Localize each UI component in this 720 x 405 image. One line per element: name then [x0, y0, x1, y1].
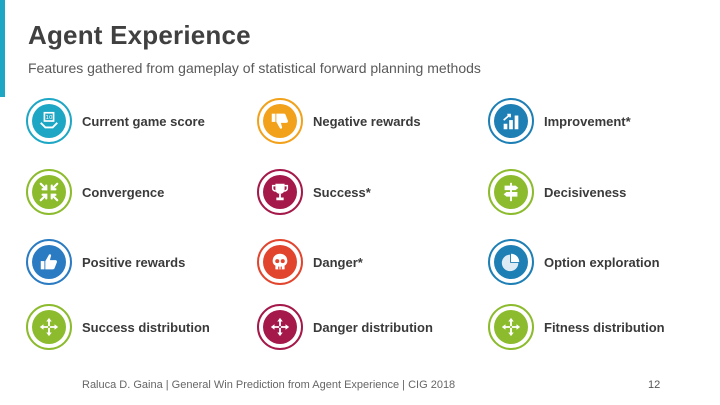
feature-label: Danger* [313, 254, 363, 270]
feature-label: Convergence [82, 184, 165, 200]
page-number: 12 [648, 379, 661, 391]
feature-label: Current game score [82, 113, 205, 129]
feature-label: Decisiveness [544, 184, 627, 200]
svg-text:10: 10 [46, 115, 53, 121]
feature-label: Fitness distribution [544, 319, 665, 335]
skull-icon [257, 239, 303, 285]
feature-item: Decisiveness [488, 169, 708, 215]
slide-footer: Raluca D. Gaina | General Win Prediction… [82, 379, 456, 391]
feature-item: Danger* [257, 239, 477, 285]
feature-item: Danger distribution [257, 304, 477, 350]
bar-chart-icon [488, 98, 534, 144]
trophy-icon [257, 169, 303, 215]
feature-column-3: Improvement* Decisiveness Option explora… [488, 98, 708, 350]
feature-item: Success distribution [26, 304, 246, 350]
feature-column-2: Negative rewards Success* Danger* Danger… [257, 98, 477, 350]
distribution-arrows-icon [257, 304, 303, 350]
feature-item: 10 Current game score [26, 98, 246, 144]
feature-label: Success* [313, 184, 371, 200]
distribution-arrows-icon [488, 304, 534, 350]
distribution-arrows-icon [26, 304, 72, 350]
feature-label: Success distribution [82, 319, 210, 335]
feature-column-1: 10 Current game score Convergence Positi… [26, 98, 246, 350]
feature-label: Improvement* [544, 113, 631, 129]
convergence-arrows-icon [26, 169, 72, 215]
signpost-icon [488, 169, 534, 215]
accent-bar [0, 0, 5, 97]
feature-label: Option exploration [544, 254, 660, 270]
feature-label: Negative rewards [313, 113, 421, 129]
slide-subtitle: Features gathered from gameplay of stati… [28, 60, 481, 76]
feature-item: Positive rewards [26, 239, 246, 285]
feature-grid: 10 Current game score Convergence Positi… [26, 98, 686, 350]
thumbs-up-icon [26, 239, 72, 285]
feature-item: Convergence [26, 169, 246, 215]
pie-chart-icon [488, 239, 534, 285]
feature-item: Option exploration [488, 239, 708, 285]
thumbs-down-icon [257, 98, 303, 144]
slide-title: Agent Experience [28, 20, 251, 50]
feature-label: Positive rewards [82, 254, 186, 270]
feature-item: Negative rewards [257, 98, 477, 144]
feature-item: Fitness distribution [488, 304, 708, 350]
feature-item: Improvement* [488, 98, 708, 144]
feature-item: Success* [257, 169, 477, 215]
feature-label: Danger distribution [313, 319, 433, 335]
score-hands-icon: 10 [26, 98, 72, 144]
